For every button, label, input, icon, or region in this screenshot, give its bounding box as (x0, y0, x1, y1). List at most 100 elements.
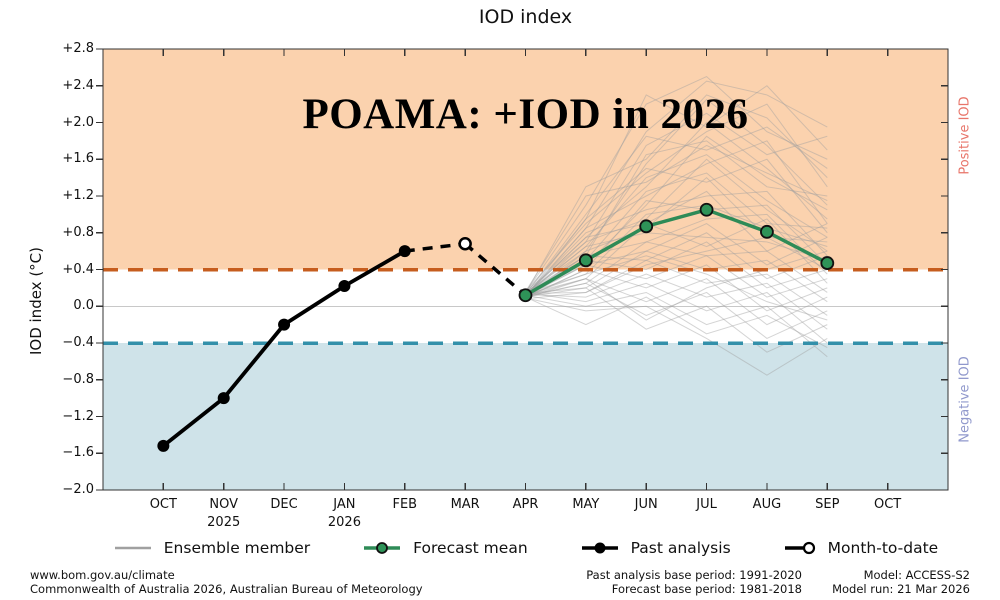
y-tick-label: −1.6 (62, 445, 94, 461)
ensemble-member-line (525, 135, 828, 297)
forecast-mean-point (699, 202, 714, 217)
ensemble-member-line (525, 140, 828, 298)
ensemble-member-line (525, 144, 828, 292)
x-tick-label: FEB (392, 497, 418, 512)
legend-item-past-analysis: Past analysis (580, 539, 731, 557)
x-tick-label: APR (512, 497, 539, 512)
legend-item-ensemble: Ensemble member (113, 539, 310, 557)
ensemble-member-line (525, 297, 828, 376)
ensemble-member-line (525, 282, 828, 344)
footer-base-periods: Past analysis base period: 1991-2020 For… (500, 568, 802, 596)
y-tick-label: +2.0 (62, 114, 94, 130)
ensemble-member-line (525, 255, 828, 321)
legend: Ensemble member Forecast mean Past analy… (103, 533, 948, 563)
y-tick-label: +2.8 (62, 41, 94, 56)
forecast-mean-point (820, 256, 835, 270)
footer-model-run: Model run: 21 Mar 2026 (832, 582, 970, 596)
ensemble-member-line (525, 250, 828, 321)
footer-past-base-period: Past analysis base period: 1991-2020 (586, 568, 802, 582)
positive-iod-region (103, 49, 948, 270)
forecast-mean-line-icon (364, 542, 401, 554)
x-tick-label: OCT (874, 497, 902, 512)
footer-copyright: Commonwealth of Australia 2026, Australi… (30, 582, 423, 596)
ensemble-member-line (525, 278, 828, 326)
ensemble-member-line (525, 204, 828, 294)
legend-label: Ensemble member (163, 539, 311, 557)
ensemble-member-line (525, 85, 828, 298)
forecast-mean-point (578, 253, 593, 268)
ensemble-member-line (525, 218, 828, 299)
ensemble-line-icon (114, 546, 151, 550)
ensemble-member-line (525, 190, 828, 296)
y-tick-label: −0.4 (62, 335, 94, 350)
y-axis-label: IOD index (°C) (27, 246, 45, 356)
y-tick-label: +1.2 (62, 188, 94, 203)
ensemble-member-line (525, 282, 828, 339)
legend-label: Past analysis (630, 539, 731, 557)
ensemble-member-line (525, 200, 828, 298)
legend-label: Month-to-date (827, 539, 939, 557)
ensemble-member-line (525, 80, 828, 296)
past-analysis-line-icon (581, 542, 618, 554)
forecast-connector-line (464, 242, 527, 297)
ensemble-member-line (525, 287, 828, 353)
y-tick-label: +1.6 (62, 151, 94, 167)
ensemble-member-line (525, 158, 828, 292)
positive-iod-label: Positive IOD (957, 96, 973, 175)
past-analysis-point (217, 392, 230, 405)
ensemble-member-line (525, 126, 828, 295)
legend-label: Forecast mean (413, 539, 528, 557)
ensemble-member-line (525, 94, 828, 294)
ensemble-member-line (525, 121, 828, 296)
ensemble-member-line (525, 232, 828, 295)
x-tick-label: OCT (149, 497, 177, 512)
y-tick-label: +0.8 (62, 224, 94, 240)
x-year-label: 2026 (327, 515, 361, 530)
ensemble-member-line (525, 140, 828, 293)
chart-title: IOD index (478, 6, 573, 28)
ensemble-member-line (525, 291, 828, 358)
y-tick-label: +0.4 (62, 261, 94, 277)
past-analysis-point (157, 439, 170, 452)
forecast-mean-point (760, 224, 774, 239)
ensemble-member-line (525, 154, 828, 294)
ensemble-member-line (525, 112, 828, 297)
y-tick-label: +2.4 (62, 77, 94, 93)
y-tick-label: 0.0 (73, 298, 94, 314)
past-analysis-point (398, 245, 411, 258)
y-tick-label: −0.8 (62, 371, 94, 387)
ensemble-member-line (525, 250, 828, 303)
month-to-date-line-icon (784, 541, 815, 555)
negative-iod-label: Negative IOD (957, 356, 973, 443)
footer-forecast-base-period: Forecast base period: 1981-2018 (611, 582, 802, 596)
x-tick-label: MAY (572, 497, 600, 512)
ensemble-member-line (525, 259, 828, 316)
x-tick-label: AUG (752, 497, 782, 512)
footer-site-url: www.bom.gov.au/climate (30, 568, 175, 582)
ensemble-member-line (525, 98, 828, 299)
legend-item-forecast-mean: Forecast mean (362, 539, 528, 557)
x-tick-label: NOV (209, 497, 239, 512)
footer-model: Model: ACCESS-S2 (863, 568, 970, 582)
x-year-label: 2025 (207, 515, 241, 530)
forecast-mean-point (518, 288, 533, 303)
headline-annotation: POAMA: +IOD in 2026 (302, 91, 749, 138)
ensemble-member-line (525, 103, 828, 292)
x-tick-label: MAR (450, 497, 480, 512)
past-analysis-point (278, 318, 291, 331)
past-analysis-point (338, 280, 351, 293)
forecast-mean-point (639, 219, 654, 234)
ensemble-member-line (525, 190, 828, 295)
y-tick-label: −1.2 (62, 408, 94, 424)
footer-left: www.bom.gov.au/climate Commonwealth of A… (30, 568, 423, 596)
ensemble-member-line (525, 264, 828, 312)
x-tick-label: DEC (270, 497, 298, 512)
x-tick-label: JUN (634, 497, 658, 512)
ensemble-member-line (525, 75, 828, 293)
ensemble-member-line (525, 213, 828, 297)
month-to-date-point (458, 237, 472, 251)
ensemble-member-line (525, 296, 828, 349)
legend-item-month-to-date: Month-to-date (783, 539, 939, 557)
